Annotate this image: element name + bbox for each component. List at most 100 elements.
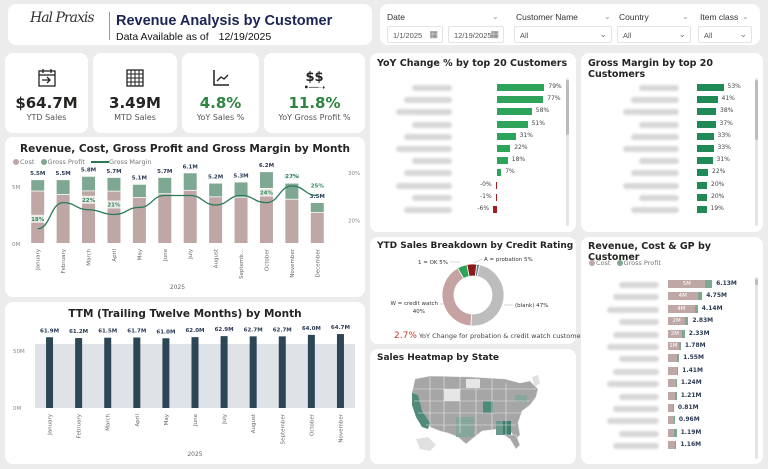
gross-profit-bar[interactable] — [676, 366, 679, 375]
value-bar[interactable] — [697, 145, 714, 152]
customer-row[interactable]: 18% — [370, 156, 570, 166]
cost-bar[interactable]: 4M — [668, 304, 695, 313]
value-bar[interactable] — [697, 96, 718, 104]
value-bar[interactable] — [697, 120, 716, 128]
cost-bar[interactable]: 1M — [668, 342, 679, 350]
value-bar[interactable] — [697, 84, 724, 91]
cost-bar[interactable] — [668, 354, 678, 363]
customer-row[interactable]: 4M 4.75M — [581, 292, 756, 302]
value-bar[interactable] — [497, 145, 511, 152]
cost-bar[interactable]: 2M — [668, 317, 686, 326]
value-bar[interactable] — [497, 157, 508, 165]
scrollbar[interactable] — [755, 277, 758, 459]
customer-row[interactable]: 1.19M — [581, 428, 756, 439]
customer-row[interactable]: -0% — [370, 181, 570, 191]
customer-row[interactable]: 53% — [581, 83, 756, 93]
value-bar[interactable] — [697, 193, 707, 201]
legend-cost[interactable]: Cost — [596, 259, 611, 267]
scrollbar[interactable] — [755, 78, 758, 226]
cost-bar[interactable] — [668, 416, 675, 425]
customer-row[interactable]: 51% — [370, 120, 570, 130]
value-bar[interactable] — [697, 157, 713, 165]
customer-row[interactable]: 77% — [370, 95, 570, 105]
value-bar[interactable] — [496, 193, 497, 201]
cost-bar[interactable] — [668, 379, 676, 388]
country-dropdown[interactable]: All ⌄ — [617, 26, 691, 43]
customer-row[interactable]: 1.24M — [581, 379, 756, 389]
cost-bar[interactable] — [668, 441, 675, 450]
customer-row[interactable]: 0.96M — [581, 416, 756, 426]
customer-row[interactable]: 1.41M — [581, 366, 756, 377]
customer-row[interactable]: 19% — [581, 205, 756, 215]
customer-row[interactable]: 31% — [370, 132, 570, 142]
chevron-down-icon[interactable]: ⌄ — [604, 12, 611, 21]
cost-bar[interactable]: 5M — [668, 280, 706, 288]
gross-profit-bar[interactable] — [697, 292, 703, 301]
gross-profit-bar[interactable] — [675, 379, 677, 388]
date-from-input[interactable]: 1/1/2025 ▦ — [387, 26, 443, 43]
cost-bar[interactable] — [668, 428, 675, 437]
customer-row[interactable]: 33% — [581, 132, 756, 142]
calendar-icon[interactable]: ▦ — [429, 29, 438, 39]
gross-profit-bar[interactable] — [677, 354, 680, 363]
gross-profit-bar[interactable] — [694, 304, 698, 313]
cost-bar[interactable] — [668, 404, 674, 412]
gross-profit-bar[interactable] — [681, 329, 685, 338]
scrollbar[interactable] — [566, 78, 569, 226]
value-bar[interactable] — [497, 96, 544, 104]
legend-gross-profit[interactable]: Gross Profit — [623, 259, 661, 267]
value-bar[interactable] — [493, 206, 497, 213]
customer-row[interactable]: 22% — [370, 144, 570, 154]
customer-row[interactable]: 79% — [370, 83, 570, 93]
customer-row[interactable]: 4M 4.14M — [581, 304, 756, 315]
us-map[interactable] — [370, 349, 576, 464]
customer-row[interactable]: 33% — [581, 144, 756, 154]
customer-row[interactable]: 31% — [581, 156, 756, 166]
customer-row[interactable]: 37% — [581, 120, 756, 130]
customer-row[interactable]: 38% — [581, 107, 756, 117]
gross-profit-bar[interactable] — [674, 441, 677, 450]
customer-row[interactable]: 1.55M — [581, 354, 756, 364]
value-bar[interactable] — [697, 206, 707, 213]
customer-row[interactable]: 41% — [581, 95, 756, 105]
cost-bar[interactable] — [668, 366, 677, 375]
customer-row[interactable]: 58% — [370, 107, 570, 117]
gross-profit-bar[interactable] — [678, 342, 681, 350]
customer-row[interactable]: 7% — [370, 168, 570, 178]
date-to-input[interactable]: 12/19/2025 ▦ — [448, 26, 504, 43]
value-bar[interactable] — [497, 169, 502, 177]
value-bar[interactable] — [497, 120, 528, 128]
gross-profit-bar[interactable] — [674, 416, 675, 425]
gross-profit-bar[interactable] — [673, 404, 674, 412]
value-bar[interactable] — [497, 108, 532, 116]
calendar-icon[interactable]: ▦ — [490, 29, 499, 39]
value-bar[interactable] — [697, 169, 708, 177]
gross-profit-bar[interactable] — [685, 317, 689, 326]
customer-row[interactable]: 22% — [581, 168, 756, 178]
customer-row[interactable]: 20% — [581, 181, 756, 191]
customer-row[interactable]: -1% — [370, 193, 570, 203]
customer-row[interactable]: -6% — [370, 205, 570, 215]
customer-row[interactable]: 2M 2.83M — [581, 317, 756, 327]
value-bar[interactable] — [497, 132, 516, 140]
cost-bar[interactable]: 2M — [668, 329, 682, 338]
legend-gross-profit[interactable]: Gross Profit — [47, 158, 85, 166]
value-bar[interactable] — [697, 132, 714, 140]
customer-row[interactable]: 1M 1.78M — [581, 342, 756, 352]
legend-gross-margin[interactable]: Gross Margin — [108, 158, 152, 166]
value-bar[interactable] — [497, 84, 545, 91]
gross-profit-bar[interactable] — [675, 391, 677, 400]
customer-row[interactable]: 20% — [581, 193, 756, 203]
gross-profit-bar[interactable] — [705, 280, 713, 288]
item-class-dropdown[interactable]: All ⌄ — [698, 26, 752, 43]
legend-cost[interactable]: Cost — [20, 158, 35, 166]
cost-bar[interactable]: 4M — [668, 292, 698, 301]
chevron-down-icon[interactable]: ⌄ — [492, 12, 499, 21]
chevron-down-icon[interactable]: ⌄ — [682, 12, 689, 21]
value-bar[interactable] — [496, 181, 497, 189]
customer-row[interactable]: 1.16M — [581, 441, 756, 451]
gross-profit-bar[interactable] — [674, 428, 677, 437]
cost-bar[interactable] — [668, 391, 676, 400]
customer-row[interactable]: 0.81M — [581, 404, 756, 414]
value-bar[interactable] — [697, 108, 716, 116]
